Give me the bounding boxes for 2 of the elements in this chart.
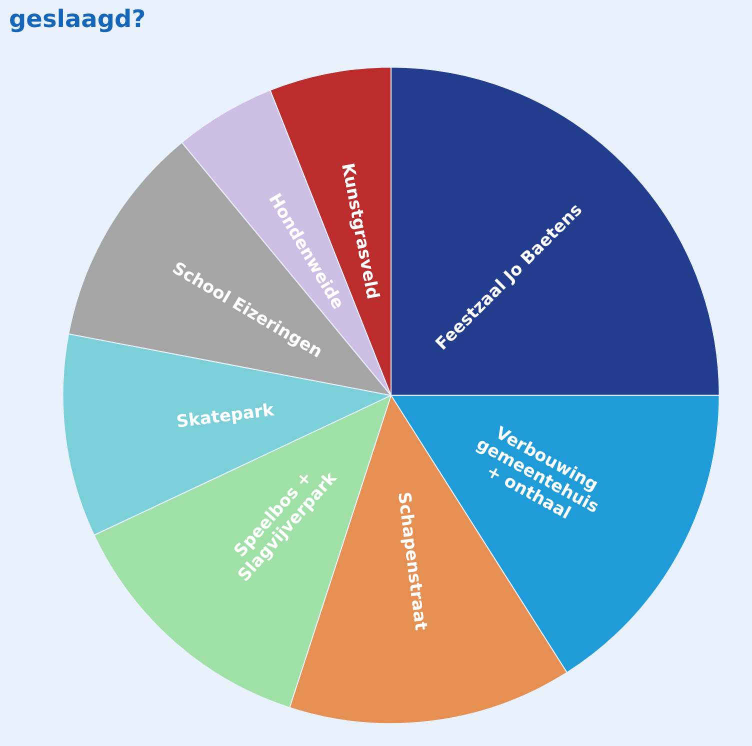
chart-title: geslaagd? xyxy=(9,5,146,33)
slice-label: Skatepark xyxy=(175,400,276,432)
